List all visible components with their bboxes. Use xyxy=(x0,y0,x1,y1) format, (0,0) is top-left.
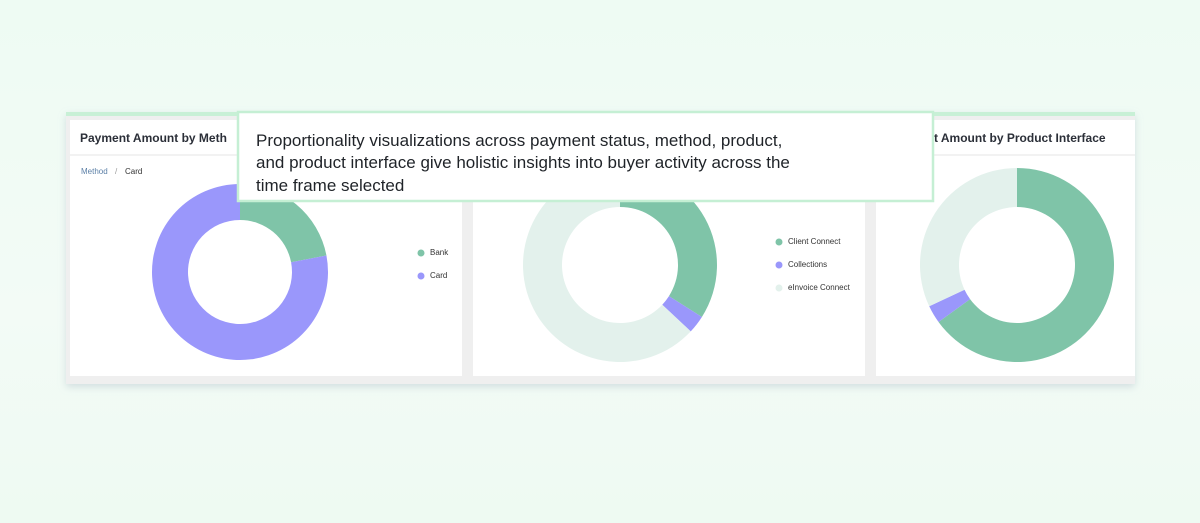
chart-title: Payment Amount by Meth xyxy=(80,131,227,145)
legend-swatch xyxy=(775,261,783,269)
legend-swatch xyxy=(417,272,425,280)
callout: Proportionality visualizations across pa… xyxy=(236,110,935,203)
donut-segment xyxy=(662,296,702,332)
callout-line: and product interface give holistic insi… xyxy=(256,153,790,172)
donut-segment xyxy=(240,184,327,263)
donut-segment xyxy=(938,168,1114,363)
callout-line: Proportionality visualizations across pa… xyxy=(256,131,782,150)
donut-segment xyxy=(152,184,329,361)
legend-swatch xyxy=(417,249,425,257)
chart-title: t Amount by Product Interface xyxy=(934,131,1106,145)
breadcrumb-current: Card xyxy=(125,167,142,176)
charts: Payment Amount by Meth Method / Card Bank Car… xyxy=(80,131,1114,363)
donut-segment xyxy=(929,289,971,323)
donut-segment xyxy=(919,168,1017,307)
legend-swatch xyxy=(775,284,783,292)
donut-segment xyxy=(522,168,691,362)
donut-segment xyxy=(620,167,717,317)
breadcrumb-link: Method xyxy=(81,167,108,176)
breadcrumb-separator: / xyxy=(115,167,118,176)
legend-label: Card xyxy=(430,271,447,280)
legend-swatch xyxy=(775,238,783,246)
callout-box xyxy=(236,110,935,203)
legend-label: Bank xyxy=(430,248,449,257)
legend-label: Collections xyxy=(788,260,827,269)
legend-label: Client Connect xyxy=(788,237,841,246)
legend-label: eInvoice Connect xyxy=(788,283,851,292)
callout-line: time frame selected xyxy=(256,176,404,195)
